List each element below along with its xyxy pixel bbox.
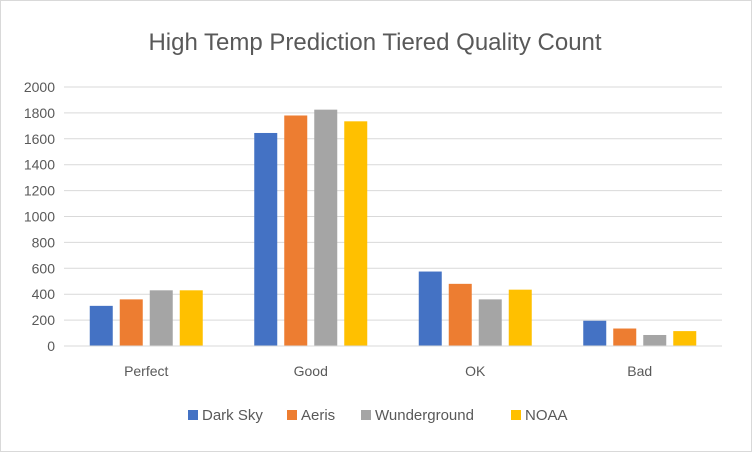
y-tick-label: 1200 — [24, 183, 55, 199]
bar — [314, 109, 338, 346]
legend-swatch — [511, 410, 521, 420]
legend-swatch — [188, 410, 198, 420]
x-tick-label: Perfect — [124, 363, 168, 379]
y-axis-ticks: 0 200 400 600 800 1000 1200 1400 1600 1800 2000 — [24, 79, 55, 354]
legend-swatch — [361, 410, 371, 420]
chart-title: High Temp Prediction Tiered Quality Coun… — [148, 29, 601, 56]
y-tick-label: 600 — [32, 260, 56, 276]
bar — [478, 299, 502, 346]
bar — [673, 331, 697, 346]
y-tick-label: 1600 — [24, 131, 55, 147]
bar — [583, 320, 607, 346]
x-axis-ticks: Perfect Good OK Bad — [124, 363, 652, 379]
bar — [119, 299, 143, 346]
bar — [418, 271, 442, 346]
x-tick-label: OK — [465, 363, 486, 379]
legend-label: Dark Sky — [202, 407, 263, 424]
bar — [254, 132, 278, 346]
legend-label: Aeris — [301, 407, 335, 424]
bar — [344, 121, 368, 346]
bar — [179, 290, 203, 346]
legend-swatch — [287, 410, 297, 420]
bar — [448, 283, 472, 346]
bar — [643, 334, 667, 346]
legend-label: NOAA — [525, 407, 568, 424]
bar — [89, 305, 113, 346]
gridlines — [64, 86, 722, 321]
bar — [613, 328, 637, 346]
y-tick-label: 400 — [32, 286, 56, 302]
legend: Dark Sky Aeris Wunderground NOAA — [188, 407, 568, 424]
y-tick-label: 2000 — [24, 79, 55, 95]
x-tick-label: Bad — [627, 363, 652, 379]
y-tick-label: 0 — [47, 338, 55, 354]
bar — [149, 290, 173, 346]
y-tick-label: 1400 — [24, 157, 55, 173]
y-tick-label: 800 — [32, 234, 56, 250]
bar — [284, 115, 308, 347]
y-tick-label: 1800 — [24, 105, 55, 121]
legend-label: Wunderground — [375, 407, 474, 424]
y-tick-label: 1000 — [24, 209, 55, 225]
bars — [89, 109, 697, 347]
y-tick-label: 200 — [32, 312, 56, 328]
x-tick-label: Good — [294, 363, 328, 379]
bar — [508, 289, 532, 346]
